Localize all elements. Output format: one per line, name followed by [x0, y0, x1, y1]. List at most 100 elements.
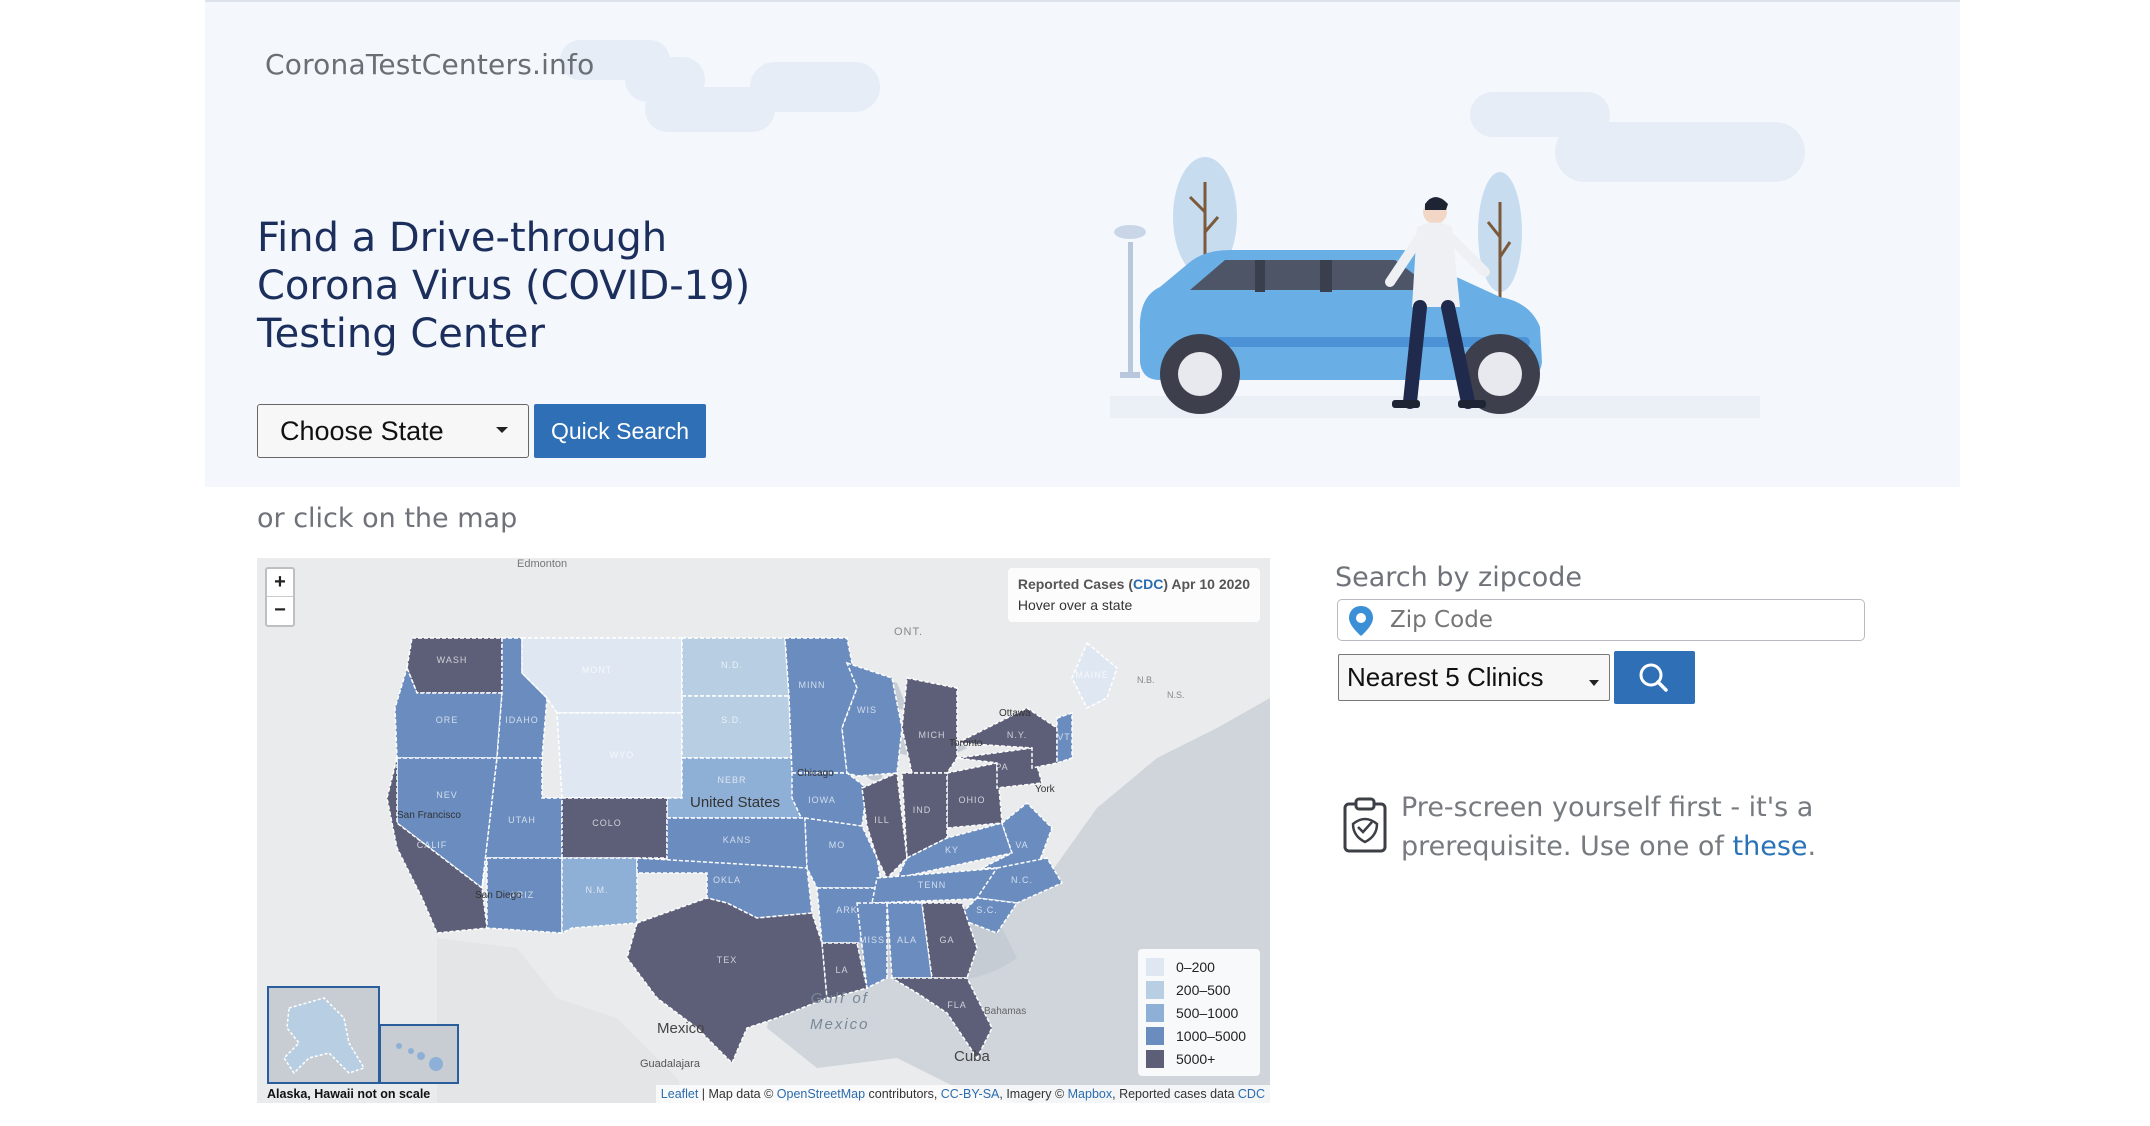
prescreen-link[interactable]: these	[1732, 831, 1808, 862]
state-label: MINN	[799, 680, 826, 690]
legend-label: 200–500	[1176, 981, 1231, 998]
attribution-text: | Map data ©	[698, 1087, 777, 1101]
state-label: MICH	[919, 730, 946, 740]
state-region-calif[interactable]	[386, 757, 488, 934]
license-link[interactable]: CC-BY-SA	[940, 1087, 1000, 1101]
prescreen-tail: .	[1807, 831, 1817, 862]
state-region-ny[interactable]	[954, 707, 1058, 769]
state-region-minn[interactable]	[784, 637, 858, 774]
state-label: OKLA	[713, 875, 741, 885]
map-place-label: San Diego	[475, 890, 522, 901]
state-region-nc[interactable]	[975, 857, 1064, 904]
states-layer[interactable]: WASH ORE IDAHO MONT WYO N.D. S.D. NEBR MINN IOWA W…	[257, 558, 1270, 1103]
map-place-label: United States	[690, 794, 781, 811]
legend-label: 1000–5000	[1176, 1027, 1247, 1044]
site-logo[interactable]: CoronaTestCenters.info	[265, 48, 595, 81]
map-place-label: Edmonton	[517, 558, 568, 570]
info-source-link[interactable]: CDC	[1133, 576, 1164, 592]
state-region-tex[interactable]	[626, 897, 828, 1065]
state-label: CALIF	[417, 840, 448, 850]
legend-swatch	[1146, 980, 1164, 999]
state-label: ORE	[436, 715, 459, 725]
state-label: ARK	[836, 905, 858, 915]
state-region-ga[interactable]	[921, 902, 978, 979]
hawaii-inset[interactable]	[379, 1024, 459, 1084]
legend-label: 5000+	[1176, 1050, 1216, 1067]
nearest-clinics-select[interactable]: Nearest 5 Clinics	[1338, 654, 1610, 701]
state-label: GA	[939, 935, 954, 945]
map-place-label: Chicago	[797, 768, 834, 779]
legend-item: 500–1000	[1146, 1001, 1252, 1024]
state-region-pa[interactable]	[956, 747, 1043, 789]
state-label: N.C.	[1011, 875, 1033, 885]
quick-search-button[interactable]: Quick Search	[534, 404, 706, 458]
zoom-out-button[interactable]: −	[274, 599, 286, 621]
legend-item: 0–200	[1146, 955, 1252, 978]
state-region-miss[interactable]	[856, 902, 888, 990]
headline-line: Corona Virus (COVID-19)	[257, 263, 751, 309]
map-place-label: N.S.	[1167, 690, 1185, 700]
state-label: OHIO	[958, 795, 985, 805]
legend-swatch	[1146, 1049, 1164, 1068]
map-place-label: ONT.	[894, 626, 924, 638]
state-region-la[interactable]	[821, 942, 868, 999]
state-region-nm[interactable]	[561, 857, 638, 935]
cdc-link[interactable]: CDC	[1237, 1087, 1265, 1101]
info-hover-text: Hover over a state	[1017, 597, 1133, 613]
zip-input[interactable]	[1390, 604, 1850, 636]
map-place-label: Guadalajara	[640, 1058, 700, 1070]
map-place-label: N.B.	[1137, 675, 1155, 685]
legend-swatch	[1146, 1003, 1164, 1022]
prescreen-text: Pre-screen yourself first - it's a prere…	[1401, 788, 1871, 866]
state-label: PA	[995, 762, 1008, 772]
state-region-wis[interactable]	[841, 661, 903, 777]
state-label: WYO	[610, 750, 635, 760]
state-label: FLA	[947, 1000, 967, 1010]
zoom-control: + −	[265, 567, 295, 627]
mapbox-link[interactable]: Mapbox	[1067, 1087, 1113, 1101]
state-region-vt[interactable]	[1056, 711, 1073, 765]
state-region-colo[interactable]	[561, 797, 668, 859]
state-label: ILL	[874, 815, 890, 825]
state-region-fla[interactable]	[889, 977, 993, 1060]
state-label: NEBR	[717, 775, 746, 785]
nearest-select-value: Nearest 5 Clinics	[1347, 662, 1544, 692]
state-region-okla[interactable]	[636, 857, 813, 919]
state-region-mich[interactable]	[901, 677, 958, 774]
state-label: UTAH	[508, 815, 536, 825]
map-place-label: Gulf of Mexico	[810, 986, 870, 1038]
caret-down-icon	[1589, 680, 1599, 686]
osm-link[interactable]: OpenStreetMap	[776, 1087, 866, 1101]
attribution-text: , Reported cases data	[1112, 1087, 1238, 1101]
zip-field[interactable]	[1337, 599, 1865, 641]
state-label: VT	[1057, 732, 1071, 742]
alaska-inset[interactable]	[267, 986, 380, 1084]
state-region-sd[interactable]	[681, 695, 793, 759]
leaflet-link[interactable]: Leaflet	[660, 1087, 699, 1101]
state-region-nd[interactable]	[681, 637, 790, 697]
legend-label: 500–1000	[1176, 1004, 1239, 1021]
legend-swatch	[1146, 957, 1164, 976]
state-label: KY	[945, 845, 959, 855]
headline-line: Find a Drive-through	[257, 215, 668, 261]
location-pin-icon	[1349, 606, 1373, 636]
zip-search-button[interactable]	[1614, 651, 1695, 704]
map-place-label: Toronto	[949, 738, 983, 749]
state-select[interactable]: Choose State	[257, 404, 529, 458]
drive-through-illustration	[1110, 157, 1760, 418]
state-region-wash[interactable]	[406, 637, 503, 694]
state-region-maine[interactable]	[1071, 641, 1118, 710]
zoom-in-button[interactable]: +	[267, 569, 293, 597]
info-title-prefix: Reported Cases (	[1017, 576, 1134, 592]
state-label: ARIZ	[510, 890, 535, 900]
map-attribution: Leaflet | Map data © OpenStreetMap contr…	[655, 1085, 1270, 1103]
state-region-tenn[interactable]	[871, 867, 1003, 904]
legend-swatch	[1146, 1026, 1164, 1045]
map-place-label: Mexico	[657, 1020, 705, 1037]
search-icon	[1639, 663, 1668, 692]
hero-banner: CoronaTestCenters.info Find a Drive-thro…	[205, 0, 1960, 487]
state-label: S.D.	[721, 715, 743, 725]
cases-map[interactable]: WASH ORE IDAHO MONT WYO N.D. S.D. NEBR MINN IOWA W…	[257, 558, 1270, 1103]
state-label: IOWA	[808, 795, 836, 805]
state-label: MO	[829, 840, 846, 850]
